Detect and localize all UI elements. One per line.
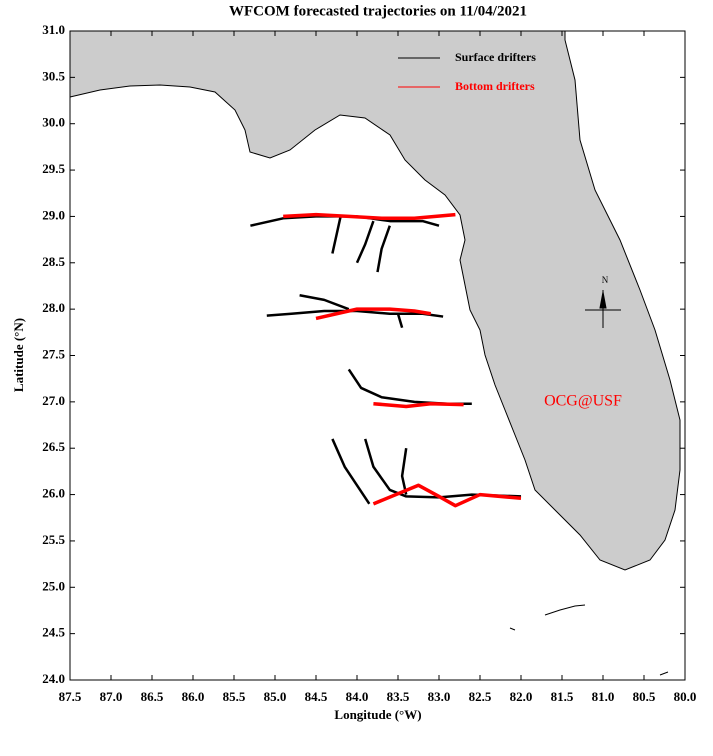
land: [69, 30, 681, 571]
trajectory: [376, 225, 391, 273]
x-tick-label: 84.5: [305, 689, 328, 704]
y-tick-label: 25.0: [42, 578, 65, 593]
trajectory: [364, 438, 522, 499]
x-axis-label: Longitude (°W): [334, 707, 421, 722]
y-tick-label: 31.0: [42, 22, 65, 37]
legend-label: Surface drifters: [455, 50, 536, 64]
trajectory: [400, 448, 408, 495]
trajectory: [283, 212, 456, 221]
x-tick-label: 84.0: [346, 689, 369, 704]
compass: [585, 290, 621, 328]
x-tick-label: 80.5: [633, 689, 656, 704]
y-tick-label: 24.0: [42, 671, 65, 686]
x-tick-label: 85.5: [223, 689, 246, 704]
compass-label: N: [602, 275, 609, 285]
trajectory: [355, 220, 375, 264]
y-tick-label: 24.5: [42, 625, 65, 640]
trajectory: [331, 216, 342, 254]
x-tick-label: 82.5: [469, 689, 492, 704]
y-tick-label: 30.5: [42, 68, 65, 83]
x-tick-label: 83.0: [428, 689, 451, 704]
y-tick-label: 30.0: [42, 115, 65, 130]
y-tick-label: 28.0: [42, 300, 65, 315]
x-tick-label: 87.5: [59, 689, 82, 704]
trajectory: [396, 313, 404, 329]
y-tick-label: 26.0: [42, 486, 65, 501]
trajectory: [372, 483, 522, 508]
y-tick-label: 28.5: [42, 254, 65, 269]
x-tick-label: 81.0: [592, 689, 615, 704]
x-tick-label: 80.0: [674, 689, 697, 704]
y-tick-label: 25.5: [42, 532, 65, 547]
x-tick-label: 81.5: [551, 689, 574, 704]
y-tick-label: 27.0: [42, 393, 65, 408]
y-tick-label: 27.5: [42, 346, 65, 361]
trajectory: [373, 401, 464, 409]
trajectory: [299, 294, 350, 311]
trajectory: [315, 307, 432, 321]
trajectory: [331, 438, 371, 505]
y-tick-label: 29.5: [42, 161, 65, 176]
x-tick-label: 85.0: [264, 689, 287, 704]
x-tick-label: 83.5: [387, 689, 410, 704]
legend-label: Bottom drifters: [455, 79, 535, 93]
x-tick-label: 82.0: [510, 689, 533, 704]
keys: [509, 604, 669, 676]
chart-title: WFCOM forecasted trajectories on 11/04/2…: [229, 3, 527, 19]
annotation: OCG@USF: [544, 393, 622, 410]
y-axis-label: Latitude (°N): [11, 318, 26, 392]
x-tick-label: 87.0: [100, 689, 123, 704]
y-tick-label: 26.5: [42, 439, 65, 454]
y-tick-label: 29.0: [42, 207, 65, 222]
x-tick-label: 86.5: [141, 689, 164, 704]
x-tick-label: 86.0: [182, 689, 205, 704]
